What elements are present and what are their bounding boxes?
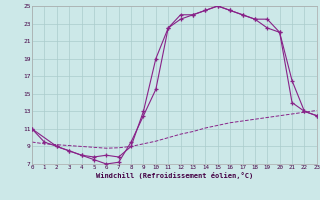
X-axis label: Windchill (Refroidissement éolien,°C): Windchill (Refroidissement éolien,°C) [96, 172, 253, 179]
